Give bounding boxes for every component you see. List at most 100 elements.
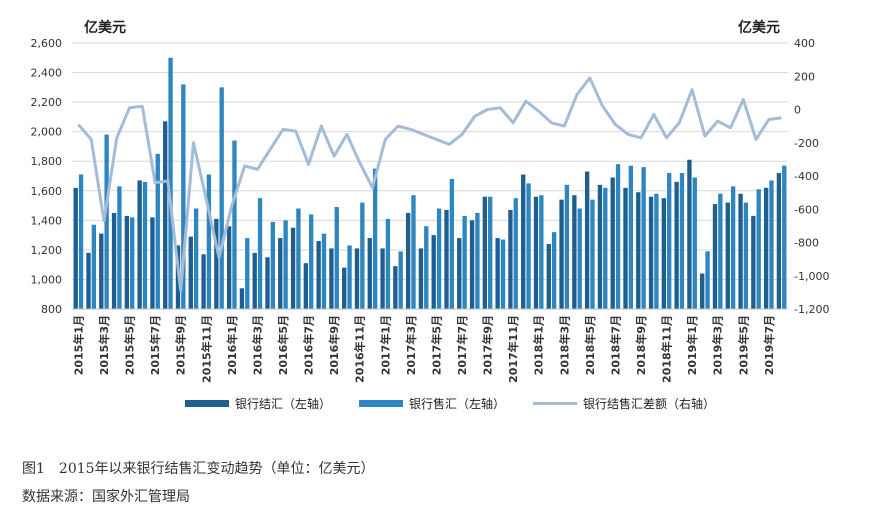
legend-label-balance: 银行结售汇差额（右轴）: [583, 397, 716, 411]
y-right-tick-label: 200: [794, 70, 815, 83]
bar-sell: [610, 177, 615, 309]
bar-sell: [597, 184, 603, 309]
bar-buy: [500, 239, 506, 309]
bar-sell: [226, 226, 232, 309]
x-tick-label: 2018年1月: [532, 315, 546, 375]
bar-sell: [405, 212, 411, 309]
bar-sell: [393, 266, 398, 309]
y-right-tick-label: -600: [794, 203, 819, 216]
bar-sell: [457, 238, 462, 309]
bar-buy: [398, 251, 403, 309]
bar-buy: [360, 202, 365, 309]
bar-buy: [411, 195, 416, 309]
bar-sell: [214, 218, 219, 309]
legend-swatch-buy: [359, 400, 404, 407]
bar-sell: [111, 212, 117, 309]
bar-buy: [641, 167, 646, 309]
bar-sell: [661, 198, 667, 309]
bar-buy: [193, 208, 199, 309]
bar-buy: [743, 202, 749, 309]
x-tick-label: 2017年1月: [378, 315, 392, 375]
x-tick-label: 2019年7月: [762, 315, 776, 375]
x-tick-label: 2017年11月: [506, 315, 520, 383]
bar-buy: [219, 87, 224, 309]
figure-caption: 图1 2015年以来银行结售汇变动趋势（单位：亿美元）: [22, 461, 375, 477]
bar-sell: [99, 233, 104, 309]
bar-sell: [290, 227, 296, 309]
bar-sell: [303, 263, 309, 309]
bar-sell: [482, 196, 488, 309]
y-left-tick-label: 1,400: [31, 214, 63, 227]
x-tick-label: 2019年1月: [685, 315, 699, 375]
y-left-tick-label: 2,000: [31, 126, 63, 139]
x-tick-label: 2016年9月: [327, 315, 341, 375]
x-tick-label: 2017年3月: [404, 315, 418, 375]
bar-sell: [239, 288, 245, 309]
x-tick-label: 2016年7月: [302, 315, 316, 375]
data-source: 数据来源：国家外汇管理局: [22, 489, 190, 505]
bar-sell: [572, 195, 577, 309]
bar-sell: [380, 248, 385, 309]
bar-sell: [469, 220, 475, 309]
bar-sell: [521, 174, 526, 309]
x-tick-label: 2019年3月: [711, 315, 725, 375]
bar-sell: [776, 173, 782, 309]
x-tick-label: 2015年7月: [148, 315, 162, 375]
y-left-tick-label: 2,600: [31, 37, 63, 50]
bar-sell: [265, 257, 270, 309]
bar-buy: [245, 238, 250, 309]
legend-swatch-balance: [533, 402, 578, 405]
bar-sell: [278, 238, 283, 309]
x-tick-label: 2018年7月: [608, 315, 622, 375]
right-axis-unit: 亿美元: [738, 20, 780, 36]
bar-sell: [329, 248, 334, 309]
bar-sell: [674, 181, 679, 309]
x-tick-label: 2015年1月: [71, 315, 85, 375]
bar-sell: [444, 209, 449, 309]
bar-sell: [712, 204, 718, 309]
x-tick-label: 2017年9月: [481, 315, 495, 375]
bar-buy: [334, 207, 339, 309]
bar-buy: [283, 220, 288, 309]
bar-sell: [124, 215, 130, 309]
chart-canvas: 800 1,000 1,200 1,400 1,600 1,800 2,000 2,200 2,…: [31, 37, 830, 383]
x-tick-label: 2018年3月: [557, 315, 571, 375]
bar-buy: [321, 233, 327, 309]
bar-buy: [730, 186, 736, 309]
x-tick-label: 2016年3月: [250, 315, 264, 375]
legend-item-buy: 银行售汇（左轴）: [359, 395, 505, 412]
balance-line: [77, 76, 782, 293]
x-tick-label: 2015年3月: [97, 315, 111, 375]
x-tick-label: 2019年5月: [736, 315, 750, 375]
bar-sell: [508, 209, 513, 309]
bar-sell: [201, 254, 206, 309]
bar-buy: [526, 183, 531, 309]
bar-buy: [692, 177, 697, 309]
bar-sell: [546, 243, 551, 309]
bar-sell: [431, 235, 436, 309]
bar-buy: [142, 181, 148, 309]
bar-sell: [86, 252, 91, 309]
x-tick-label: 2016年11月: [353, 315, 367, 383]
bar-sell: [738, 193, 743, 309]
y-right-tick-label: -800: [794, 237, 819, 250]
y-right-tick-label: -1,000: [794, 270, 829, 283]
y-left-tick-label: 1,600: [31, 185, 63, 198]
bar-buy: [475, 212, 480, 309]
bar-buy: [718, 193, 723, 309]
bar-buy: [769, 180, 774, 309]
bar-sell: [367, 238, 372, 309]
bar-sell: [495, 238, 500, 309]
bar-sell: [648, 196, 654, 309]
bar-buy: [309, 214, 314, 309]
bar-buy: [296, 208, 301, 309]
bar-buy: [705, 251, 710, 309]
bar-buy: [628, 165, 634, 309]
bar-sell: [252, 252, 257, 309]
bar-sell: [316, 241, 321, 309]
bar-buy: [488, 196, 493, 309]
bar-buy: [436, 208, 442, 309]
bar-sell: [354, 248, 360, 309]
legend-swatch-sell: [185, 400, 229, 407]
x-tick-label: 2015年5月: [123, 315, 137, 375]
